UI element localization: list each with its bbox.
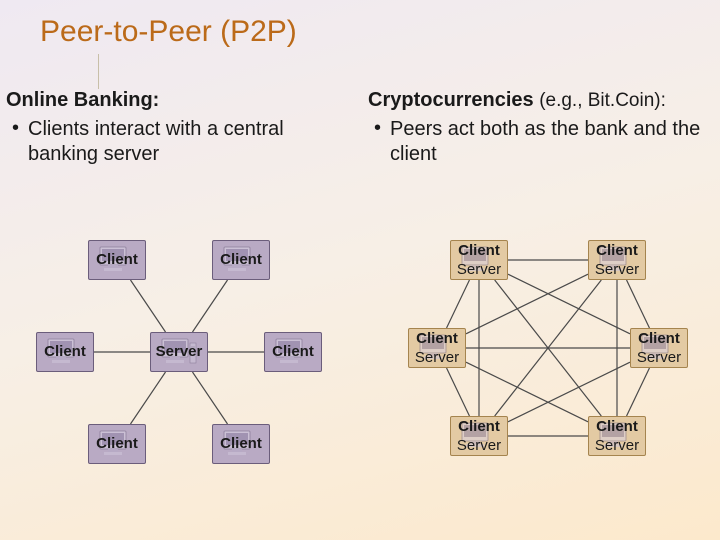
diagram-node-c6: Client	[212, 424, 270, 464]
left-bullets: Clients interact with a central banking …	[6, 117, 348, 167]
node-label: Client	[212, 436, 270, 451]
left-heading-text: Online Banking:	[6, 89, 159, 111]
node-label-server: Server	[408, 350, 466, 365]
accent-line	[98, 54, 99, 89]
diagram-node-p2: Client Server	[588, 240, 646, 280]
node-label-client: Client	[408, 331, 466, 346]
diagram-node-srv: Server	[150, 332, 208, 372]
diagram-node-c2: Client	[212, 240, 270, 280]
diagram-node-c5: Client	[88, 424, 146, 464]
node-label-client: Client	[450, 419, 508, 434]
right-heading-text: Cryptocurrencies	[368, 89, 534, 111]
slide-title: Peer-to-Peer (P2P)	[40, 15, 297, 49]
node-label: Client	[88, 252, 146, 267]
node-label-server: Server	[450, 262, 508, 277]
node-label: Client	[212, 252, 270, 267]
diagram-node-p3: Client Server	[408, 328, 466, 368]
node-label-server: Server	[450, 438, 508, 453]
right-heading-sub-text: (e.g., Bit.Coin):	[539, 90, 666, 111]
node-label: Client	[36, 344, 94, 359]
right-bullet-1: Peers act both as the bank and the clien…	[368, 117, 710, 167]
node-label-server: Server	[588, 262, 646, 277]
node-label: Client	[264, 344, 322, 359]
node-label-server: Server	[630, 350, 688, 365]
node-label-client: Client	[450, 243, 508, 258]
columns: Online Banking: Clients interact with a …	[0, 88, 720, 167]
right-heading: Cryptocurrencies (e.g., Bit.Coin):	[368, 88, 710, 113]
diagram-node-p5: Client Server	[450, 416, 508, 456]
left-heading: Online Banking:	[6, 88, 348, 113]
diagram-node-p1: Client Server	[450, 240, 508, 280]
node-label: Server	[150, 344, 208, 359]
right-diagram: Client Server Client Server Client Server C…	[360, 220, 720, 510]
slide: { "title": "Peer-to-Peer (P2P)", "left":…	[0, 0, 720, 540]
diagram-node-c3: Client	[36, 332, 94, 372]
left-column: Online Banking: Clients interact with a …	[0, 88, 360, 167]
left-diagram: Client Client Client Server Client Clien…	[0, 220, 360, 510]
diagram-node-p4: Client Server	[630, 328, 688, 368]
diagram-node-p6: Client Server	[588, 416, 646, 456]
node-label: Client	[88, 436, 146, 451]
diagram-node-c4: Client	[264, 332, 322, 372]
node-label-client: Client	[588, 243, 646, 258]
left-bullet-1: Clients interact with a central banking …	[6, 117, 348, 167]
right-bullets: Peers act both as the bank and the clien…	[368, 117, 710, 167]
node-label-client: Client	[630, 331, 688, 346]
right-column: Cryptocurrencies (e.g., Bit.Coin): Peers…	[360, 88, 720, 167]
node-label-server: Server	[588, 438, 646, 453]
diagram-node-c1: Client	[88, 240, 146, 280]
node-label-client: Client	[588, 419, 646, 434]
